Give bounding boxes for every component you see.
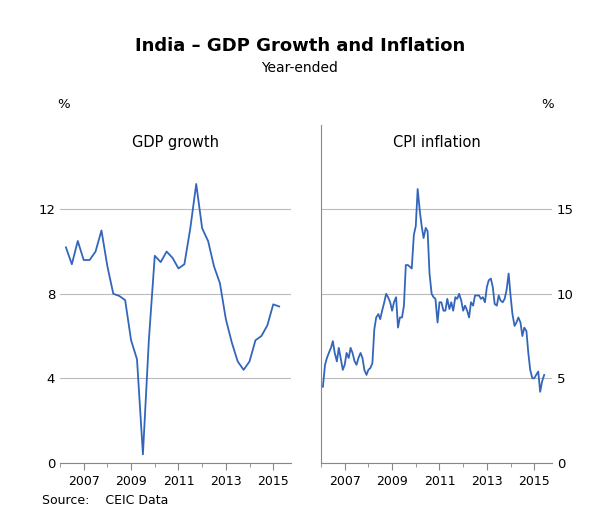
Text: %: % [58,98,70,111]
Text: CPI inflation: CPI inflation [392,135,481,150]
Text: India – GDP Growth and Inflation: India – GDP Growth and Inflation [135,36,465,55]
Text: Year-ended: Year-ended [262,61,338,75]
Text: Source:    CEIC Data: Source: CEIC Data [42,494,169,507]
Text: GDP growth: GDP growth [132,135,219,150]
Text: %: % [542,98,554,111]
